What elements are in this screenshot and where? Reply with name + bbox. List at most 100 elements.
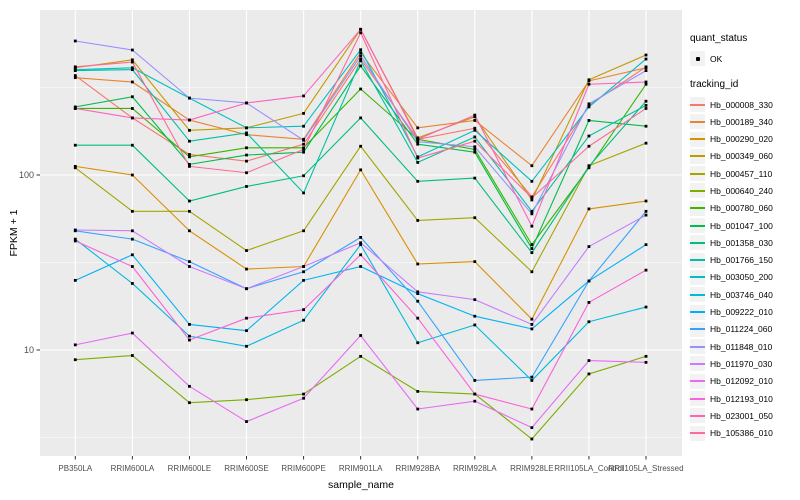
data-point [73, 239, 77, 243]
data-point [530, 317, 534, 321]
data-point [416, 292, 420, 296]
legend-key-swatch [690, 148, 705, 164]
line-swatch-icon [690, 224, 705, 227]
x-tick-label: RRIM901LA [339, 464, 383, 473]
legend-item-Hb_012193_010: Hb_012193_010 [690, 391, 798, 407]
legend-item-label: Hb_000349_060 [710, 151, 773, 162]
data-point [130, 107, 134, 110]
legend-item-Hb_000189_340: Hb_000189_340 [690, 114, 798, 130]
legend-key-swatch [690, 321, 705, 337]
data-point [530, 379, 534, 382]
line-swatch-icon [690, 103, 705, 106]
line-swatch-icon [690, 189, 705, 192]
legend-item-quant-status-ok: OK [690, 51, 798, 66]
data-point [530, 437, 534, 441]
data-point [530, 270, 534, 274]
line-swatch-icon [690, 120, 705, 123]
legend-item-Hb_011970_030: Hb_011970_030 [690, 356, 798, 372]
legend-item-Hb_000640_240: Hb_000640_240 [690, 183, 798, 199]
line-swatch-icon [690, 328, 705, 331]
data-point [473, 260, 477, 263]
data-point [359, 235, 363, 239]
data-point [530, 209, 534, 213]
data-point [302, 265, 305, 268]
data-point [644, 209, 648, 213]
data-point [416, 341, 420, 345]
x-tick-label: RRIM600SE [224, 464, 268, 473]
data-point [188, 96, 191, 100]
data-point [188, 209, 191, 213]
data-point [188, 401, 191, 405]
data-point [130, 229, 134, 233]
data-point [587, 144, 591, 148]
x-tick-label: PB350LA [58, 464, 92, 473]
x-tick-label: RRIM600LA [111, 464, 155, 473]
data-point [473, 399, 477, 403]
data-point [473, 119, 477, 122]
legend-item-label: Hb_009222_010 [710, 307, 773, 318]
point-icon [695, 56, 700, 61]
x-tick-label: RRIM928LA [453, 464, 497, 473]
legend-item-Hb_001047_100: Hb_001047_100 [690, 218, 798, 234]
legend-item-Hb_003746_040: Hb_003746_040 [690, 287, 798, 303]
data-point [130, 60, 134, 64]
legend-item-Hb_001766_150: Hb_001766_150 [690, 252, 798, 268]
data-point [644, 82, 648, 86]
legend-item-Hb_000780_060: Hb_000780_060 [690, 200, 798, 216]
legend-key-swatch [690, 269, 705, 285]
data-point [245, 101, 248, 105]
data-point [245, 267, 248, 271]
data-point [245, 153, 248, 157]
legend-item-label: Hb_000457_110 [710, 168, 773, 179]
data-point [644, 66, 648, 70]
data-point [644, 141, 648, 145]
line-swatch-icon [690, 345, 705, 348]
data-point [416, 299, 420, 303]
legend-item-Hb_000349_060: Hb_000349_060 [690, 148, 798, 164]
data-point [73, 228, 77, 232]
legend-key-swatch [690, 51, 705, 66]
legend-item-Hb_011848_010: Hb_011848_010 [690, 339, 798, 355]
legend-key-swatch [690, 97, 705, 112]
data-point [130, 48, 134, 52]
data-point [245, 344, 248, 348]
data-point [188, 384, 191, 388]
x-tick-label: RRIM600PE [281, 464, 325, 473]
data-point [359, 48, 363, 52]
legend-key-swatch [690, 339, 705, 355]
data-point [130, 173, 134, 177]
data-point [473, 128, 477, 132]
line-swatch-icon [690, 259, 705, 262]
data-point [416, 140, 420, 144]
data-point [302, 150, 305, 154]
x-tick-label: RRIM928BA [395, 464, 440, 473]
legend-key-swatch [690, 373, 705, 389]
data-point [473, 139, 477, 143]
legend-item-label: Hb_003746_040 [710, 289, 773, 300]
data-point [73, 39, 77, 43]
legend-item-label: Hb_011224_060 [710, 324, 773, 335]
data-point [473, 148, 477, 151]
data-point [587, 359, 591, 362]
data-point [73, 76, 77, 80]
data-point [530, 323, 534, 326]
line-swatch-icon [690, 380, 705, 383]
legend-key-swatch [690, 166, 705, 182]
data-point [245, 316, 248, 320]
data-point [530, 224, 534, 228]
data-point [644, 243, 648, 247]
data-point [73, 68, 77, 72]
data-point [416, 156, 420, 160]
line-swatch-icon [690, 414, 705, 417]
data-point [587, 279, 591, 283]
data-point [245, 185, 248, 188]
legend-key-swatch [690, 131, 705, 147]
data-point [416, 316, 420, 320]
data-point [416, 290, 420, 294]
data-point [73, 74, 77, 77]
line-swatch-icon [690, 276, 705, 279]
data-point [245, 287, 248, 291]
data-point [302, 148, 305, 151]
legend-item-label: Hb_001047_100 [710, 220, 773, 231]
data-point [473, 379, 477, 382]
